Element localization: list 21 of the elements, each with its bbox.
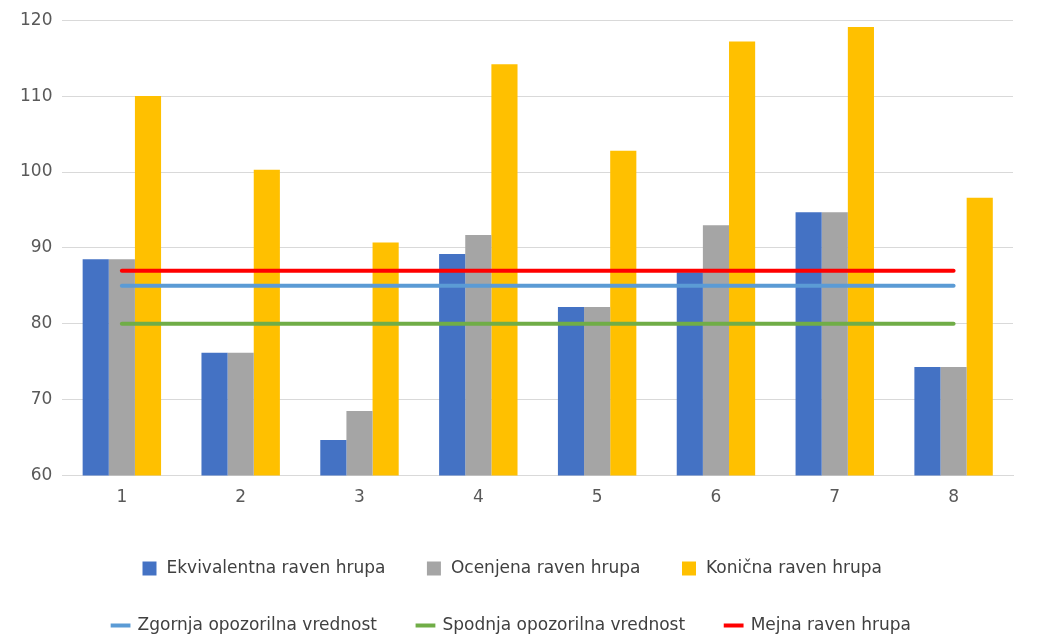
legend-label: Zgornja opozorilna vrednost — [137, 613, 378, 634]
legend-label: Mejna raven hrupa — [750, 613, 911, 634]
legend-label: Konična raven hrupa — [706, 556, 883, 577]
y-tick-label: 120 — [19, 8, 53, 29]
y-tick-label: 110 — [19, 84, 53, 105]
legend-label: Ekvivalentna raven hrupa — [166, 556, 386, 577]
y-tick-label: 60 — [30, 464, 53, 485]
y-tick-label: 100 — [19, 160, 53, 181]
y-tick-label: 90 — [30, 236, 53, 257]
x-tick-label: 4 — [472, 486, 484, 507]
legend-label: Ocenjena raven hrupa — [450, 556, 641, 577]
x-tick-label: 2 — [235, 486, 247, 507]
x-tick-label: 8 — [948, 486, 959, 507]
y-tick-label: 80 — [30, 312, 53, 333]
x-tick-label: 6 — [710, 486, 722, 507]
x-tick-label: 5 — [591, 486, 603, 507]
x-tick-label: 3 — [354, 486, 365, 507]
legend-label: Spodnja opozorilna vrednost — [442, 613, 686, 634]
x-tick-label: 7 — [829, 486, 841, 507]
y-tick-label: 70 — [30, 388, 53, 409]
x-tick-label: 1 — [116, 486, 128, 507]
